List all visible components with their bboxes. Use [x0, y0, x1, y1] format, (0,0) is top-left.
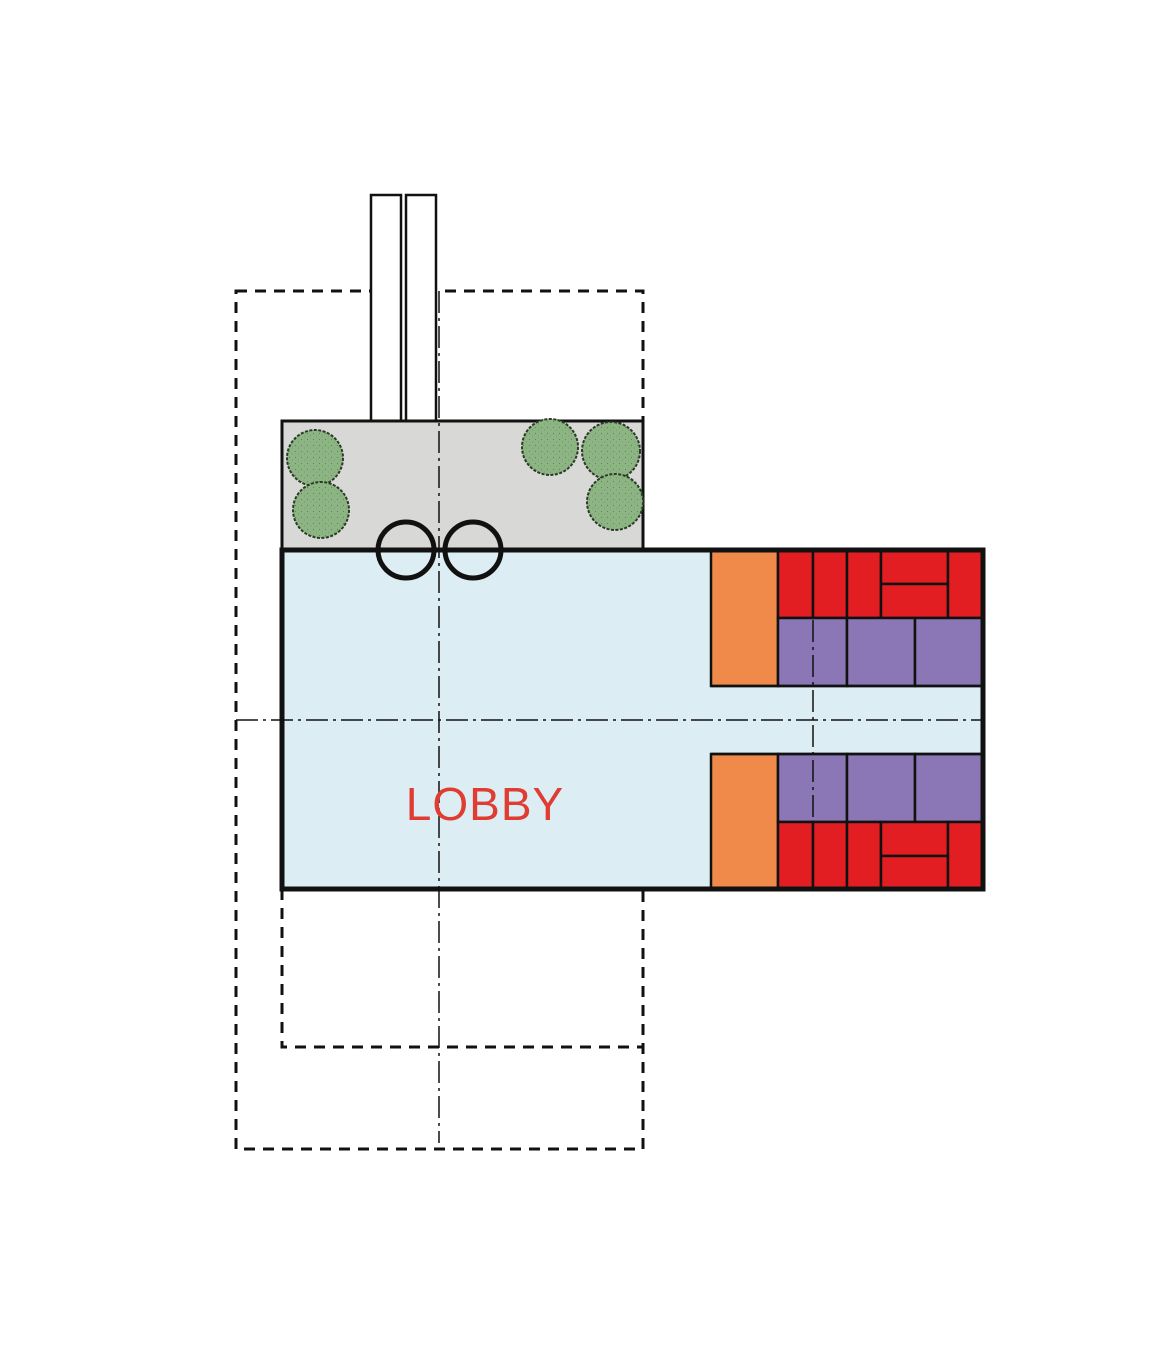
unit-red [946, 548, 985, 620]
unit-purple [913, 616, 985, 688]
unit-red [845, 820, 883, 891]
unit-red [879, 854, 950, 891]
tree-icon [286, 429, 344, 487]
revolving-doors [375, 519, 504, 581]
revolving-door-icon [442, 519, 504, 581]
core-top [709, 548, 780, 688]
unit-red [811, 548, 849, 620]
trees [286, 418, 644, 539]
walkway-right [404, 193, 438, 423]
tree-icon [521, 418, 579, 476]
walkway-left [369, 193, 403, 423]
tree-icon [581, 421, 641, 481]
unit-red [879, 820, 950, 858]
center-axes [236, 291, 983, 1143]
residential-units [776, 548, 985, 891]
unit-red [776, 548, 815, 620]
unit-red [845, 548, 883, 620]
tree-icon [586, 473, 644, 531]
unit-red [879, 548, 950, 586]
unit-purple [845, 616, 917, 688]
entry-walkways [369, 193, 438, 423]
unit-red [776, 820, 815, 891]
unit-red [946, 820, 985, 891]
core-bottom [709, 752, 780, 891]
unit-purple [913, 752, 985, 824]
revolving-door-icon [375, 519, 437, 581]
corridor-walls [711, 684, 983, 756]
tree-icon [292, 481, 350, 539]
unit-red [879, 582, 950, 620]
unit-red [811, 820, 849, 891]
unit-purple [845, 752, 917, 824]
room-label-lobby: LOBBY [406, 778, 564, 830]
